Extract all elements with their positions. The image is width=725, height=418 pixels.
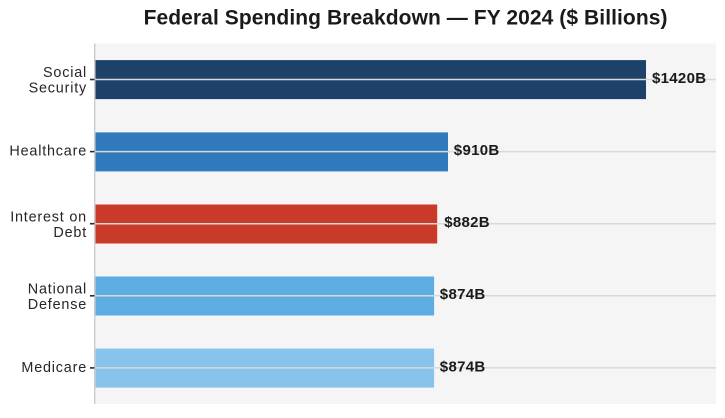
svg-text:$874B: $874B (440, 286, 486, 303)
svg-text:Medicare: Medicare (21, 360, 87, 376)
svg-text:Interest on: Interest on (10, 209, 87, 225)
svg-text:Healthcare: Healthcare (9, 144, 87, 160)
svg-text:Federal Spending Breakdown — F: Federal Spending Breakdown — FY 2024 ($ … (144, 6, 668, 29)
svg-text:$882B: $882B (444, 214, 490, 231)
svg-text:Social: Social (43, 65, 87, 81)
svg-text:$910B: $910B (454, 142, 500, 159)
svg-text:$1420B: $1420B (652, 70, 706, 87)
svg-text:Security: Security (29, 81, 87, 97)
svg-text:Defense: Defense (28, 297, 87, 313)
svg-text:Debt: Debt (53, 225, 87, 241)
svg-text:National: National (28, 281, 87, 297)
svg-text:$874B: $874B (440, 358, 486, 375)
